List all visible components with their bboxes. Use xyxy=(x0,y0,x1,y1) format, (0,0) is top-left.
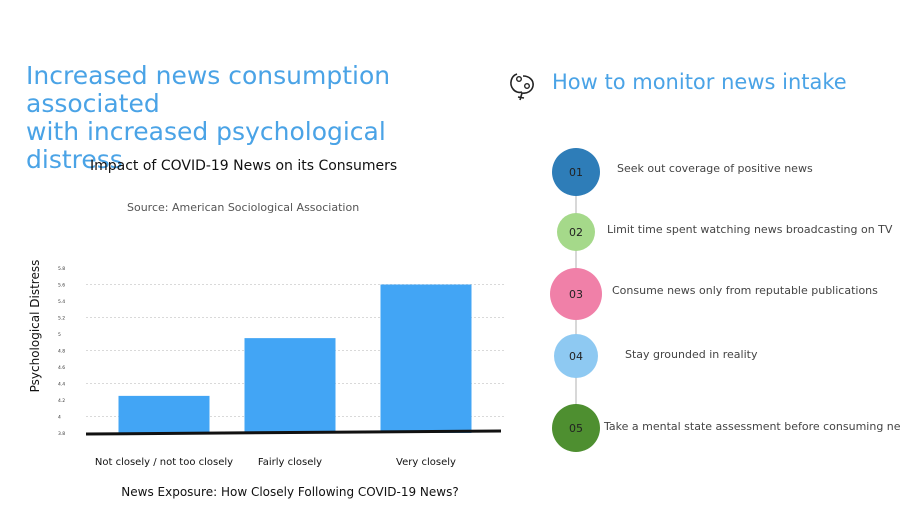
step-03-circle: 03 xyxy=(550,268,602,320)
y-tick-label: 4.2 xyxy=(58,398,65,404)
step-05-text: Take a mental state assessment before co… xyxy=(604,420,900,433)
step-number: 02 xyxy=(569,225,583,239)
step-01-circle: 01 xyxy=(552,148,600,196)
y-axis-label: Psychological Distress xyxy=(28,260,42,393)
step-02-text: Limit time spent watching news broadcast… xyxy=(607,223,893,236)
y-tick-labels: 3.8 4 4.2 4.4 4.6 4.8 5 5.2 5.4 5.6 5.8 xyxy=(58,266,65,437)
step-02-circle: 02 xyxy=(557,213,595,251)
chart-subtitle: Source: American Sociological Associatio… xyxy=(127,201,360,214)
bar xyxy=(118,395,210,433)
step-05-circle: 05 xyxy=(552,404,600,452)
step-number: 01 xyxy=(569,165,583,179)
y-tick-label: 4.4 xyxy=(58,382,65,388)
step-number: 05 xyxy=(569,421,583,435)
x-category-label: Not closely / not too closely xyxy=(95,457,233,468)
step-04-circle: 04 xyxy=(554,334,598,378)
headline: Increased news consumption associated wi… xyxy=(26,62,486,174)
monitor-title: How to monitor news intake xyxy=(552,70,847,94)
x-axis-label: News Exposure: How Closely Following COV… xyxy=(121,485,458,499)
chart-title: Impact of COVID-19 News on its Consumers xyxy=(90,158,398,174)
step-number: 04 xyxy=(569,349,583,363)
y-tick-label: 4.8 xyxy=(58,349,65,355)
step-number: 03 xyxy=(569,287,583,301)
y-tick-label: 5.2 xyxy=(58,316,65,322)
step-04-text: Stay grounded in reality xyxy=(625,348,758,361)
headline-line-2: with increased psychological distress xyxy=(26,117,386,174)
brain-gears-icon xyxy=(510,73,534,101)
y-tick-label: 3.8 xyxy=(58,431,65,437)
x-category-label: Very closely xyxy=(396,457,456,468)
bar xyxy=(380,284,472,433)
y-tick-label: 4.6 xyxy=(58,365,65,371)
y-tick-label: 4 xyxy=(58,415,61,421)
y-tick-label: 5.6 xyxy=(58,283,65,289)
bar-chart: 3.8 4 4.2 4.4 4.6 4.8 5 5.2 5.4 5.6 5.8 Not closel… xyxy=(28,260,505,499)
x-category-labels: Not closely / not too closely Fairly clos… xyxy=(95,457,456,468)
y-tick-label: 5 xyxy=(58,332,61,338)
step-01-text: Seek out coverage of positive news xyxy=(617,162,813,175)
y-tick-label: 5.4 xyxy=(58,299,65,305)
headline-line-1: Increased news consumption associated xyxy=(26,61,391,118)
x-axis-line xyxy=(85,429,502,436)
bar xyxy=(244,338,336,433)
y-tick-label: 5.8 xyxy=(58,266,65,272)
chart-bars xyxy=(118,284,472,433)
x-category-label: Fairly closely xyxy=(258,457,322,468)
step-03-text: Consume news only from reputable publica… xyxy=(612,284,878,297)
